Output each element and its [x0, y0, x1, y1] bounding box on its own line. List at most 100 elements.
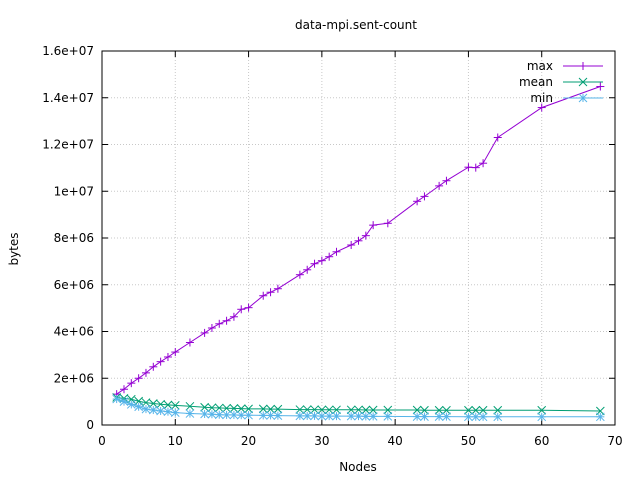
data-point-mean — [266, 404, 275, 414]
data-point-mean — [222, 403, 231, 413]
series-line-mean — [116, 396, 601, 412]
data-point-min — [317, 411, 327, 421]
data-point-max — [479, 159, 488, 168]
data-point-max — [596, 82, 605, 91]
data-point-max — [171, 348, 180, 357]
y-tick-label: 8e+06 — [54, 231, 94, 245]
data-point-min — [434, 412, 444, 421]
data-point-min — [119, 397, 129, 406]
data-point-mean — [420, 405, 429, 415]
data-point-mean — [493, 405, 503, 415]
data-point-max — [207, 323, 216, 332]
x-tick-label: 70 — [607, 434, 622, 448]
data-point-mean — [464, 405, 473, 415]
data-point-max — [354, 236, 363, 245]
data-point-mean — [354, 405, 363, 415]
data-point-mean — [244, 404, 253, 414]
data-point-max — [229, 312, 238, 321]
data-point-min — [163, 407, 173, 417]
data-point-mean — [302, 405, 312, 414]
data-point-mean — [214, 403, 224, 413]
data-point-max — [244, 303, 253, 312]
data-point-mean — [442, 405, 451, 415]
series-layer — [112, 82, 605, 422]
data-point-min — [478, 412, 488, 422]
data-point-min — [214, 410, 224, 420]
data-point-mean — [346, 405, 356, 415]
data-point-min — [222, 410, 231, 420]
data-point-min — [310, 411, 319, 421]
data-point-mean — [185, 401, 195, 411]
data-point-min — [493, 412, 503, 422]
series-max — [112, 82, 605, 399]
data-point-max — [119, 385, 128, 394]
data-point-max — [127, 379, 136, 388]
data-point-min — [442, 412, 451, 421]
data-point-mean — [163, 400, 173, 410]
data-point-mean — [434, 405, 444, 415]
data-point-min — [244, 410, 253, 420]
data-point-mean — [148, 399, 158, 408]
x-tick-label: 50 — [461, 434, 476, 448]
data-point-max — [149, 362, 158, 371]
data-point-mean — [537, 405, 547, 415]
data-point-max — [471, 163, 480, 172]
data-point-mean — [273, 404, 283, 414]
data-point-min — [258, 411, 268, 420]
data-point-mean — [236, 404, 246, 413]
data-point-mean — [207, 403, 217, 413]
y-tick-label: 1.4e+07 — [42, 91, 94, 105]
y-tick-label: 1e+07 — [54, 184, 94, 198]
data-point-min — [134, 402, 143, 412]
data-point-min — [170, 408, 180, 417]
x-tick-label: 0 — [98, 434, 106, 448]
x-tick-label: 20 — [241, 434, 256, 448]
data-point-max — [464, 163, 473, 172]
data-point-min — [420, 412, 429, 421]
data-point-min — [148, 405, 158, 415]
data-point-mean — [361, 405, 371, 415]
data-point-min — [368, 411, 378, 421]
y-tick-label: 1.2e+07 — [42, 138, 94, 152]
x-axis-label: Nodes — [339, 460, 377, 474]
data-point-min — [207, 409, 217, 419]
data-point-max — [200, 328, 209, 337]
plot-frame — [101, 50, 616, 426]
data-point-min — [346, 411, 356, 421]
data-point-max — [303, 265, 312, 274]
data-point-min — [464, 412, 473, 422]
data-point-mean — [324, 405, 334, 415]
y-tick-label: 4e+06 — [54, 325, 94, 339]
axis-ticks: 0 10 20 30 40 50 60 70 0 2e+06 4e+06 6e+06 8e+06 1e+0… — [42, 44, 622, 448]
data-point-min — [383, 411, 393, 421]
data-point-mean — [332, 405, 341, 415]
data-point-mean — [412, 405, 422, 415]
data-point-max — [537, 103, 546, 112]
x-tick-label: 10 — [168, 434, 183, 448]
data-point-min — [229, 410, 239, 420]
data-point-max — [134, 374, 143, 383]
data-point-max — [317, 256, 326, 265]
data-point-min — [412, 412, 422, 421]
data-point-min — [141, 404, 151, 414]
data-point-min — [273, 411, 283, 421]
y-tick-label: 1.6e+07 — [42, 44, 94, 58]
chart-title: data-mpi.sent-count — [295, 18, 417, 32]
data-point-max — [266, 288, 275, 297]
data-point-min — [200, 409, 209, 419]
grid — [102, 51, 615, 425]
data-point-mean — [258, 404, 268, 414]
data-point-min — [332, 411, 341, 421]
data-point-max — [156, 357, 165, 366]
data-point-max — [163, 352, 172, 361]
data-point-min — [354, 411, 363, 421]
data-point-min — [236, 410, 246, 420]
data-point-max — [347, 241, 356, 250]
data-point-max — [493, 133, 502, 142]
data-point-min — [324, 411, 334, 421]
data-point-max — [215, 319, 224, 328]
data-point-mean — [141, 398, 151, 407]
data-point-min — [471, 412, 481, 422]
x-tick-label: 30 — [314, 434, 329, 448]
data-point-max — [273, 284, 282, 293]
